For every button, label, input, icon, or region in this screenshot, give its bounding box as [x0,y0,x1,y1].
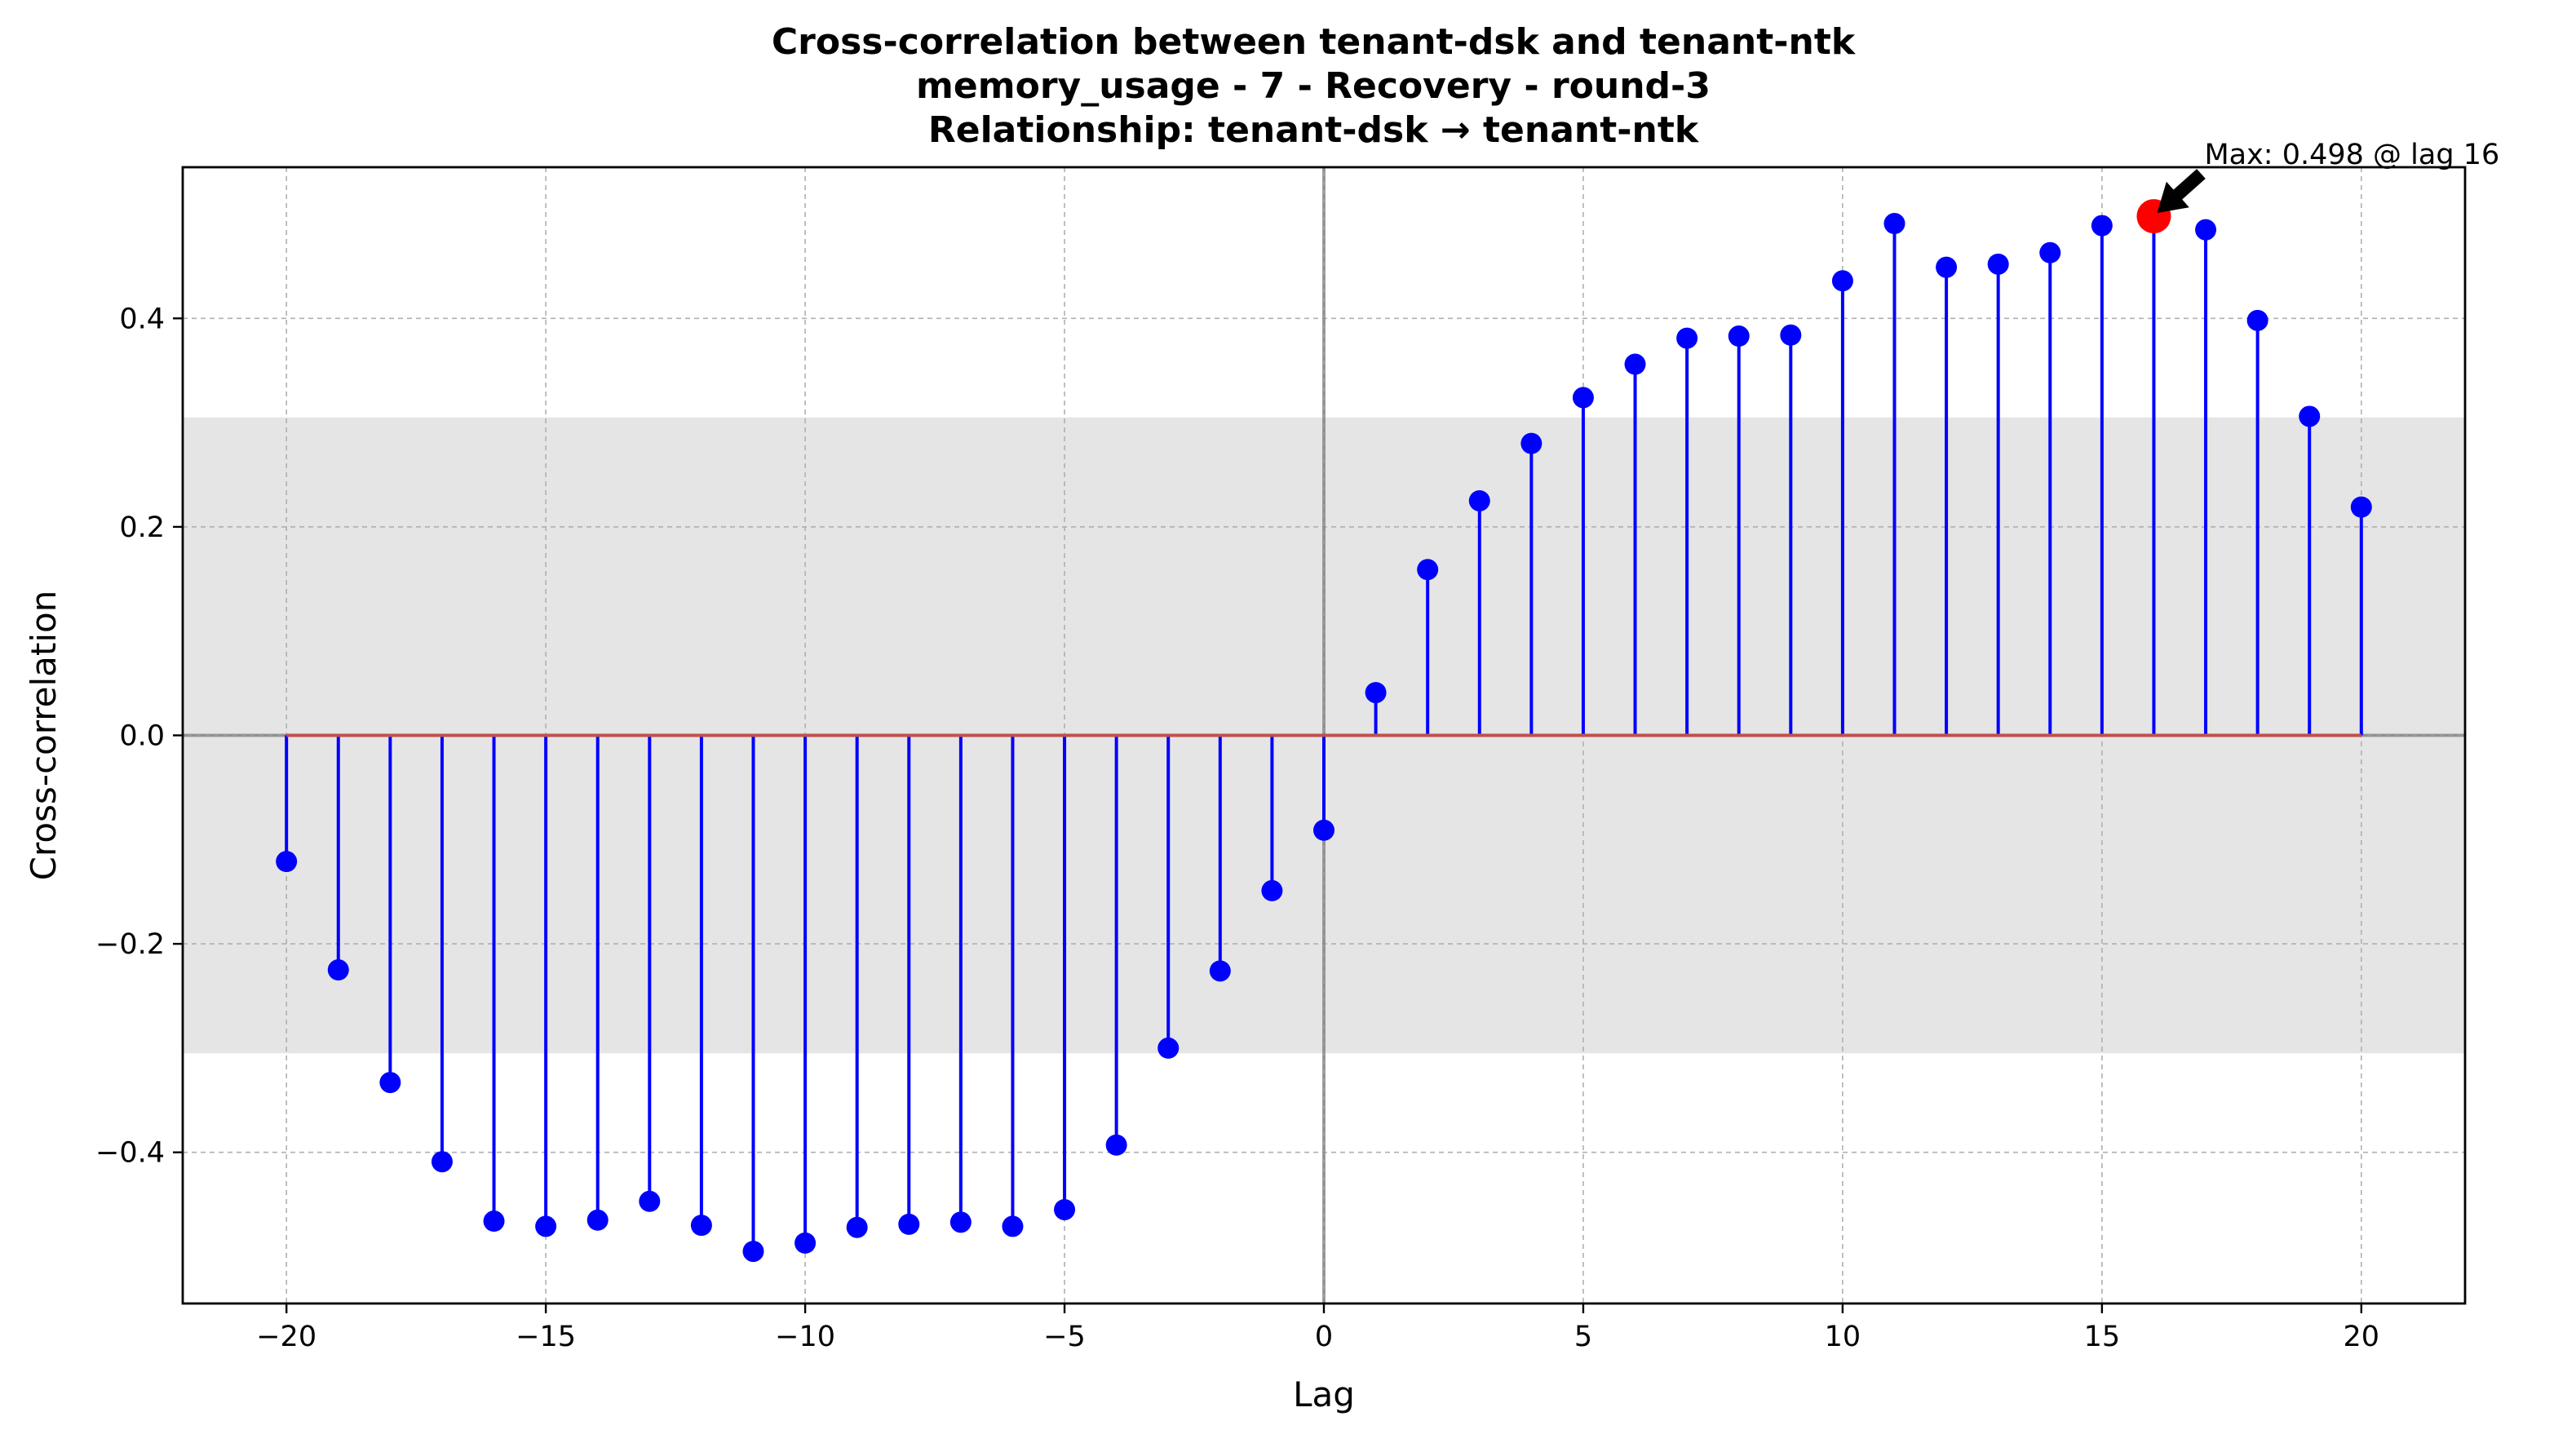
stem-marker-lag--14 [586,1209,609,1231]
x-tick-label-7: 15 [2084,1321,2121,1353]
stem-marker-lag-18 [2246,309,2268,331]
stem-marker-lag--6 [1002,1215,1024,1237]
stem-marker-lag--13 [639,1190,661,1212]
stem-markers [276,206,2372,1263]
stem-marker-lag-5 [1572,387,1594,409]
y-axis-ticks: −0.4 −0.2 0.0 0.2 0.4 [95,303,183,1170]
x-tick-label-5: 5 [1574,1321,1592,1353]
stem-marker-lag-17 [2195,219,2217,241]
title-line-1: Cross-correlation between tenant-dsk and… [772,21,1857,63]
stem-marker-lag-0 [1313,819,1334,841]
stem-marker-lag-7 [1676,327,1698,349]
stem-marker-lag--18 [379,1072,401,1094]
stem-marker-lag-3 [1468,489,1490,511]
stem-marker-lag--20 [276,851,298,873]
title-line-2: memory_usage - 7 - Recovery - round-3 [916,65,1711,107]
stem-marker-lag--11 [742,1241,764,1263]
y-tick-label-2: 0.0 [119,720,165,753]
x-tick-label-1: −15 [516,1321,576,1353]
y-tick-label-0: −0.4 [95,1137,165,1170]
stem-marker-lag-20 [2350,496,2372,518]
stem-marker-lag-10 [1831,270,1853,292]
stem-marker-lag--1 [1261,879,1283,901]
stem-marker-lag--2 [1209,960,1231,982]
x-tick-label-6: 10 [1825,1321,1861,1353]
x-tick-label-4: 0 [1315,1321,1333,1353]
stem-marker-lag-11 [1883,213,1905,235]
stem-marker-lag--16 [483,1210,505,1233]
stem-marker-lag-14 [2039,241,2061,263]
stem-marker-lag-9 [1780,324,1802,346]
stem-marker-lag--4 [1105,1134,1127,1156]
stem-marker-lag--10 [794,1232,817,1254]
stem-marker-lag--8 [898,1213,920,1235]
stem-marker-lag--5 [1054,1198,1076,1220]
title-line-3: Relationship: tenant-dsk → tenant-ntk [928,109,1700,151]
y-tick-label-3: 0.2 [119,511,165,544]
stem-lines [285,216,2363,1252]
stem-marker-lag--15 [535,1215,557,1237]
x-tick-label-8: 20 [2344,1321,2380,1353]
y-tick-label-4: 0.4 [119,303,165,335]
x-axis-ticks: −20 −15 −10 −5 0 5 10 15 20 [256,1303,2379,1353]
stem-marker-lag-4 [1520,432,1543,454]
stem-marker-lag-8 [1728,325,1750,347]
stem-marker-lag-15 [2091,215,2113,237]
stem-marker-lag-19 [2299,405,2321,427]
chart-title: Cross-correlation between tenant-dsk and… [772,21,1857,151]
stem-marker-lag--3 [1157,1037,1180,1059]
stem-marker-lag-13 [1987,253,2009,275]
stem-marker-lag--7 [949,1211,972,1233]
stem-marker-lag--19 [327,959,349,981]
annotation-text: Max: 0.498 @ lag 16 [2204,139,2499,171]
stem-marker-lag-2 [1417,559,1439,581]
stem-marker-lag--9 [846,1216,868,1238]
y-axis-label: Cross-correlation [24,591,64,881]
stem-marker-lag--17 [431,1151,453,1173]
stem-marker-lag--12 [690,1215,712,1237]
y-tick-label-1: −0.2 [95,928,165,961]
x-tick-label-2: −10 [775,1321,835,1353]
stem-marker-lag-12 [1936,256,1958,278]
stem-marker-lag-6 [1624,353,1646,375]
x-tick-label-3: −5 [1043,1321,1086,1353]
x-axis-label: Lag [1293,1374,1355,1414]
x-tick-label-0: −20 [256,1321,316,1353]
max-annotation: Max: 0.498 @ lag 16 [2157,139,2499,214]
stem-marker-lag-1 [1365,682,1387,704]
annotation-arrow [2157,169,2206,214]
